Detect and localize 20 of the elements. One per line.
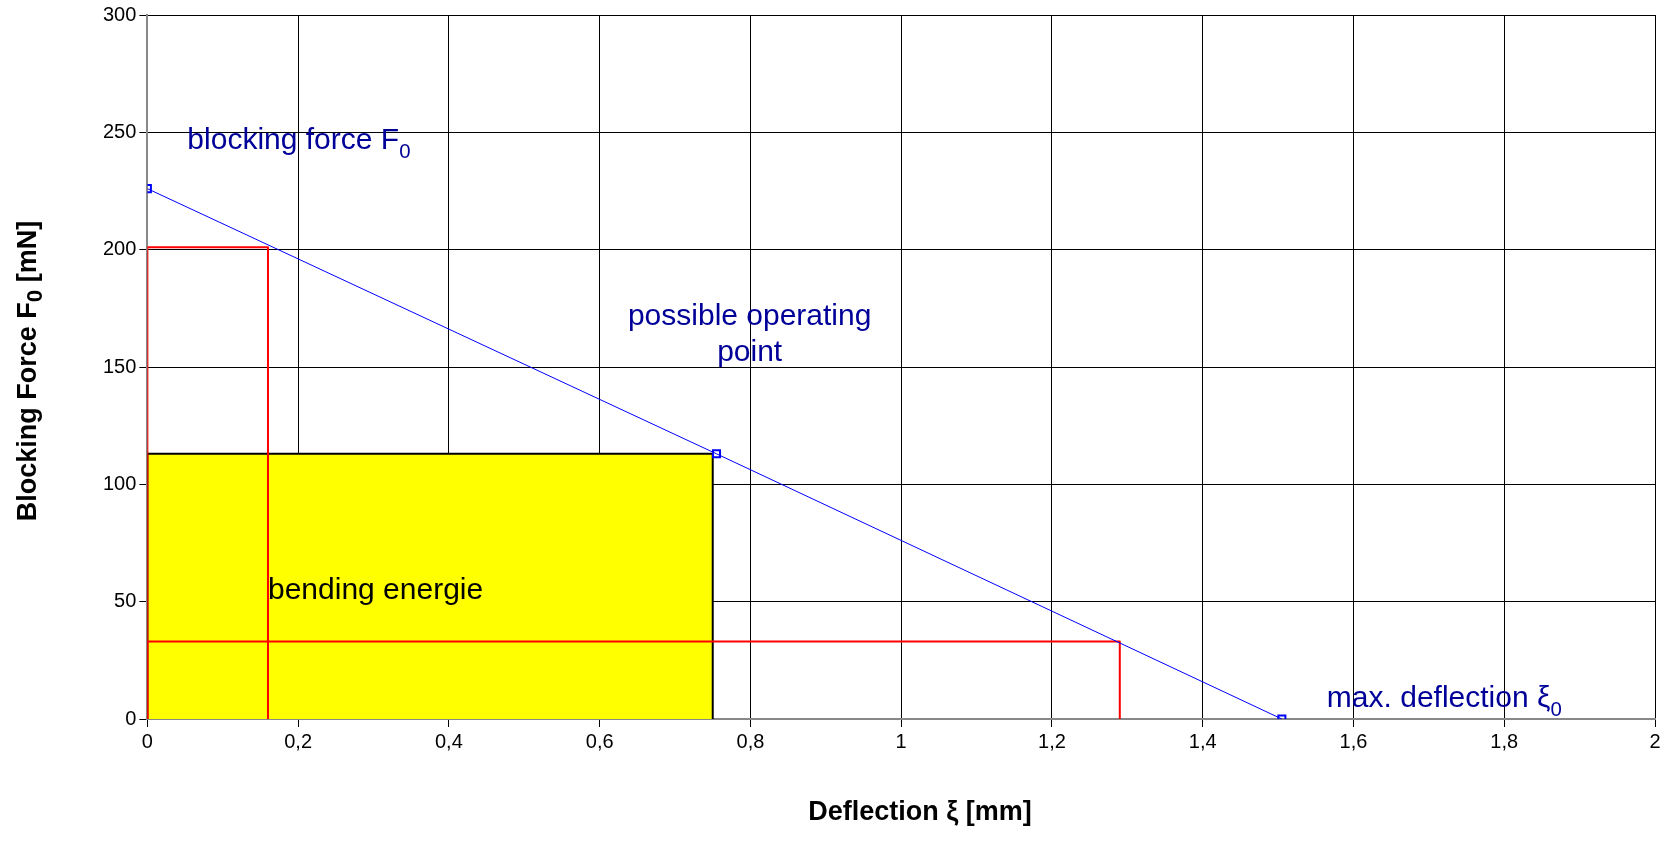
annotation: bending energie	[267, 572, 484, 606]
y-tick-label: 250	[102, 119, 137, 142]
x-axis-title: Deflection ξ [mm]	[808, 796, 1032, 827]
y-tick-label: 300	[102, 2, 137, 25]
x-tick-label: 0,4	[434, 729, 463, 752]
x-tick-label: 0,6	[585, 729, 614, 752]
y-tick-label: 200	[102, 237, 137, 260]
x-tick-label: 0,8	[736, 729, 765, 752]
x-tick-label: 0,2	[284, 729, 313, 752]
x-tick-label: 1,8	[1490, 729, 1519, 752]
x-tick-label: 0	[141, 729, 153, 752]
y-tick-label: 0	[125, 706, 137, 729]
y-tick-label: 50	[114, 589, 137, 612]
x-tick-label: 1,2	[1038, 729, 1066, 752]
y-tick-label: 150	[102, 354, 137, 377]
y-tick-label: 100	[102, 471, 137, 494]
x-tick-label: 1	[895, 729, 907, 752]
x-tick-label: 1,6	[1339, 729, 1368, 752]
x-tick-label: 1,4	[1188, 729, 1217, 752]
x-tick-label: 2	[1649, 729, 1661, 752]
